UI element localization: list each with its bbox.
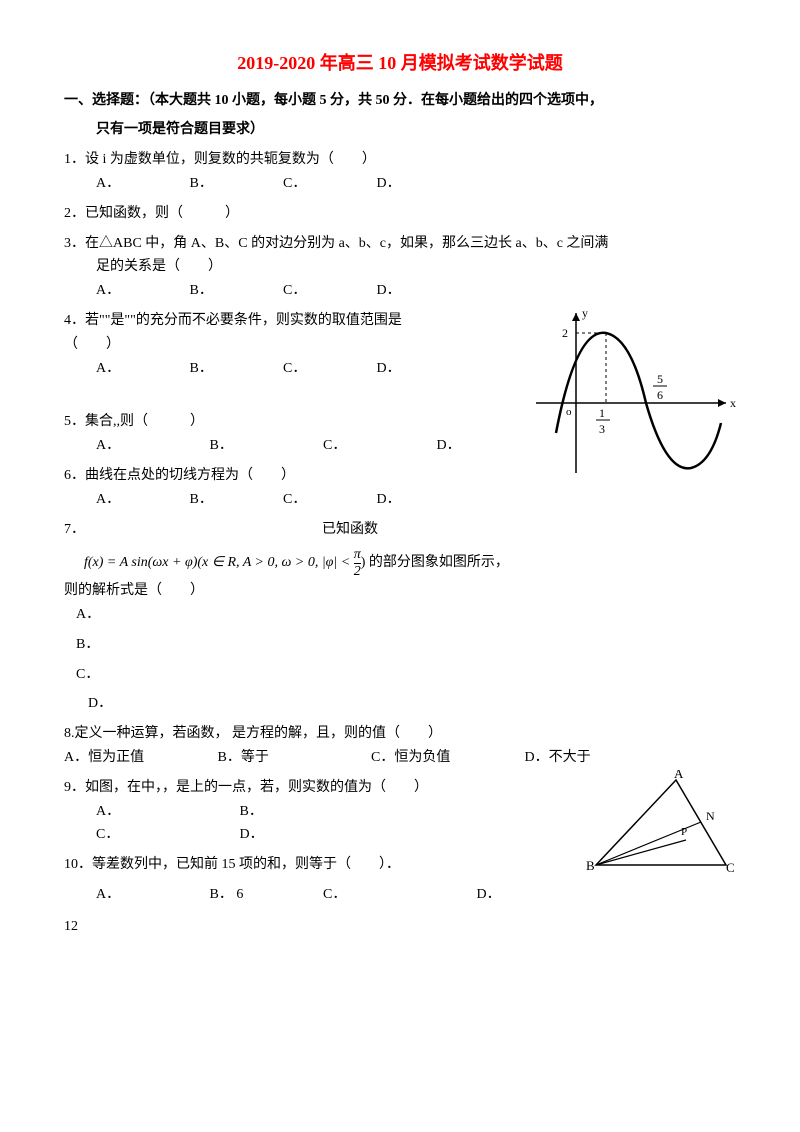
q7-num: 7． <box>64 522 85 537</box>
x1-num: 1 <box>599 406 605 420</box>
q7-frac-top: π <box>354 547 361 562</box>
q9-opt-d: D． <box>240 823 330 847</box>
q4-text: 4．若""是""的充分而不必要条件，则实数的取值范围是 <box>64 309 518 333</box>
q3-opt-b: B． <box>190 279 280 303</box>
x1-den: 3 <box>599 422 605 436</box>
tri-c: C <box>726 860 735 875</box>
q7-lead2: 已知函数 <box>322 522 378 537</box>
q2-text: 2．已知函数，则（ ） <box>64 202 736 226</box>
x2-den: 6 <box>657 388 663 402</box>
question-4: 4．若""是""的充分而不必要条件，则实数的取值范围是 （ ） A． B． C．… <box>64 309 518 380</box>
q9-text: 9．如图，在中，，是上的一点，若，则实数的值为（ ） <box>64 776 578 800</box>
q10-opt-a: A． <box>96 883 206 907</box>
q1-options: A． B． C． D． <box>64 172 736 196</box>
q7-formula-post: ) 的部分图象如图所示， <box>361 555 509 570</box>
question-2: 2．已知函数，则（ ） <box>64 202 736 226</box>
section-heading: 一、选择题：（本大题共 10 小题，每小题 5 分，共 50 分．在每小题给出的… <box>64 89 736 113</box>
q10-opt-c: C． <box>323 883 473 907</box>
y-label: y <box>582 306 588 320</box>
q4-opt-b: B． <box>190 357 280 381</box>
question-7-body: f(x) = A sin(ωx + φ)(x ∈ R, A > 0, ω > 0… <box>64 547 736 716</box>
q9-opt-a: A． <box>96 800 236 824</box>
q10-opt-b: B． 6 <box>210 883 320 907</box>
question-10: 10．等差数列中，已知前 15 项的和，则等于（ ）． A． B． 6 C． D… <box>64 853 578 907</box>
q5-text: 5．集合,,则（ ） <box>64 410 518 434</box>
q9-options-row1: A． B． <box>64 800 578 824</box>
q5-options: A． B． C． D． <box>64 434 518 458</box>
tri-b: B <box>586 858 595 873</box>
ymax-label: 2 <box>562 326 568 340</box>
q10-options: A． B． 6 C． D． <box>64 883 578 907</box>
page-title: 2019-2020 年高三 10 月模拟考试数学试题 <box>64 48 736 79</box>
q6-text: 6．曲线在点处的切线方程为（ ） <box>64 464 518 488</box>
tri-n: N <box>706 809 715 823</box>
x2-num: 5 <box>657 372 663 386</box>
q5-opt-a: A． <box>96 434 206 458</box>
q9-opt-b: B． <box>240 800 330 824</box>
origin-label: o <box>566 406 572 418</box>
q7-frac-bot: 2 <box>354 563 361 579</box>
q6-opt-c: C． <box>283 488 373 512</box>
q4-q7-block: 4．若""是""的充分而不必要条件，则实数的取值范围是 （ ） A． B． C．… <box>64 303 736 541</box>
q3-opt-c: C． <box>283 279 373 303</box>
q8-opt-c: C．恒为负值 <box>371 746 521 770</box>
q1-opt-b: B． <box>190 172 280 196</box>
q9-opt-c: C． <box>96 823 236 847</box>
q1-opt-a: A． <box>96 172 186 196</box>
q7-opt-d: D． <box>64 692 736 716</box>
q3-opt-a: A． <box>96 279 186 303</box>
question-9: 9．如图，在中，，是上的一点，若，则实数的值为（ ） A． B． C． D． <box>64 776 578 847</box>
q9-q10-block: 9．如图，在中，，是上的一点，若，则实数的值为（ ） A． B． C． D． 1… <box>64 770 736 907</box>
q8-options: A．恒为正值 B．等于 C．恒为负值 D．不大于 <box>64 746 736 770</box>
question-8: 8.定义一种运算，若函数， 是方程的解，且，则的值（ ） A．恒为正值 B．等于… <box>64 722 736 770</box>
q7-formula-pre: f(x) = A sin(ωx + φ)(x ∈ R, A > 0, ω > 0… <box>84 555 354 570</box>
page-number: 12 <box>64 915 736 939</box>
section-heading-cont: 只有一项是符合题目要求） <box>64 118 736 142</box>
q10-opt-d: D． <box>477 883 567 907</box>
q7-opt-c: C． <box>64 663 736 687</box>
q6-opt-b: B． <box>190 488 280 512</box>
q1-text: 1．设 i 为虚数单位，则复数的共轭复数为（ ） <box>64 148 736 172</box>
q1-opt-d: D． <box>377 172 467 196</box>
q10-text: 10．等差数列中，已知前 15 项的和，则等于（ ）． <box>64 853 578 877</box>
triangle-figure: A B C N P <box>586 770 736 889</box>
tri-p: P <box>681 826 687 838</box>
q7-opt-b: B． <box>64 633 736 657</box>
q8-opt-a: A．恒为正值 <box>64 746 214 770</box>
question-5: 5．集合,,则（ ） A． B． C． D． <box>64 410 518 458</box>
q7-opt-a: A． <box>64 603 736 627</box>
q3-text: 3．在△ABC 中，角 A、B、C 的对边分别为 a、b、c，如果，那么三边长 … <box>64 232 736 256</box>
q4-options: A． B． C． D． <box>64 357 518 381</box>
q5-opt-d: D． <box>437 434 477 458</box>
q8-opt-d: D．不大于 <box>525 746 591 770</box>
q4-opt-c: C． <box>283 357 373 381</box>
q1-opt-c: C． <box>283 172 373 196</box>
q6-opt-a: A． <box>96 488 186 512</box>
q3-text-cont: 足的关系是（ ） <box>64 255 736 279</box>
sine-graph: x y 2 o 1 3 5 6 <box>526 303 736 492</box>
q9-options-row2: C． D． <box>64 823 578 847</box>
q8-text: 8.定义一种运算，若函数， 是方程的解，且，则的值（ ） <box>64 722 736 746</box>
question-1: 1．设 i 为虚数单位，则复数的共轭复数为（ ） A． B． C． D． <box>64 148 736 196</box>
q3-options: A． B． C． D． <box>64 279 736 303</box>
question-7-lead: 7． 已知函数 <box>64 518 518 542</box>
x-label: x <box>730 396 736 410</box>
question-3: 3．在△ABC 中，角 A、B、C 的对边分别为 a、b、c，如果，那么三边长 … <box>64 232 736 303</box>
q7-text2: 则的解析式是（ ） <box>64 579 736 603</box>
question-6: 6．曲线在点处的切线方程为（ ） A． B． C． D． <box>64 464 518 512</box>
q4-opt-d: D． <box>377 357 467 381</box>
q5-opt-c: C． <box>323 434 433 458</box>
q8-opt-b: B．等于 <box>218 746 368 770</box>
q4-text-cont: （ ） <box>64 333 518 357</box>
q3-opt-d: D． <box>377 279 467 303</box>
tri-a: A <box>674 770 684 781</box>
q6-options: A． B． C． D． <box>64 488 518 512</box>
q4-opt-a: A． <box>96 357 186 381</box>
q5-opt-b: B． <box>210 434 320 458</box>
q6-opt-d: D． <box>377 488 467 512</box>
